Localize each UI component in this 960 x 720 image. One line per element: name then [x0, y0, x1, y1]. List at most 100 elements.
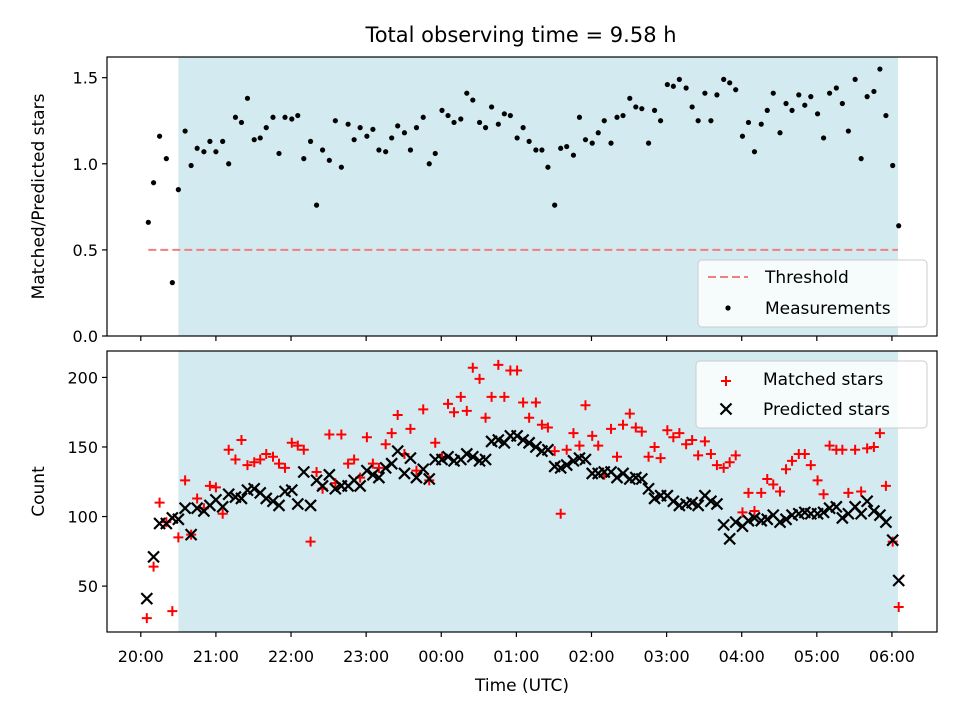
measurement-point: [576, 114, 583, 120]
measurement-point: [514, 135, 520, 141]
matched-stars-point: [799, 448, 810, 459]
x-tick-label: 05:00: [794, 647, 840, 666]
measurement-point: [420, 114, 426, 120]
matched-stars-point: [524, 412, 535, 423]
matched-stars-point: [824, 440, 835, 451]
measurement-point: [526, 138, 532, 144]
matched-stars-point: [154, 497, 165, 508]
measurement-point: [270, 114, 276, 120]
measurement-point: [783, 100, 789, 107]
matched-stars-point: [612, 451, 623, 462]
measurement-point: [664, 81, 670, 88]
matched-stars-point: [530, 397, 541, 408]
measurement-point: [301, 156, 307, 162]
matched-stars-point: [217, 508, 228, 519]
predicted-stars-point: [867, 504, 881, 518]
measurement-point: [777, 130, 783, 136]
measurement-point: [789, 107, 795, 113]
measurement-point: [558, 145, 564, 151]
predicted-stars-point: [748, 511, 761, 525]
matched-stars-point: [286, 437, 297, 448]
matched-stars-point: [561, 444, 572, 455]
measurement-point: [188, 162, 194, 169]
measurement-point: [770, 90, 776, 96]
matched-stars-point: [148, 561, 159, 572]
measurement-point: [727, 80, 733, 86]
predicted-stars-point: [886, 533, 899, 547]
matched-stars-point: [361, 432, 372, 443]
measurement-point: [432, 150, 438, 157]
predicted-stars-point: [140, 592, 154, 605]
measurement-point: [488, 104, 495, 110]
predicted-stars-point: [635, 472, 649, 486]
matched-stars-point: [636, 426, 647, 437]
matched-stars-point: [737, 507, 748, 518]
measurement-point: [251, 137, 257, 143]
legend-threshold-label: Threshold: [764, 268, 849, 288]
legend-bottom: Matched stars Predicted stars: [695, 360, 928, 429]
matched-stars-point: [693, 450, 704, 461]
measurement-point: [319, 147, 326, 153]
matched-stars-point: [705, 448, 716, 459]
measurement-point: [482, 125, 489, 131]
matched-stars-point: [380, 439, 391, 450]
predicted-stars-point: [404, 451, 417, 465]
matched-stars-point: [542, 422, 553, 433]
matched-stars-point: [718, 462, 729, 473]
measurement-point: [745, 119, 752, 126]
matched-stars-point: [518, 397, 529, 408]
measurement-point: [150, 180, 157, 186]
legend-box: [697, 259, 928, 328]
matched-stars-point: [768, 479, 779, 490]
x-tick-label: 21:00: [193, 647, 239, 666]
measurement-point: [620, 112, 626, 119]
predicted-stars-point: [222, 488, 235, 501]
measurement-point: [639, 106, 645, 112]
predicted-stars-point: [860, 494, 874, 508]
matched-stars-point: [343, 458, 354, 469]
measurement-point: [263, 125, 269, 131]
matched-stars-point: [787, 455, 798, 466]
predicted-stars-point: [285, 483, 299, 497]
matched-stars-point: [474, 373, 485, 384]
measurement-point: [570, 152, 577, 158]
matched-stars-point: [555, 508, 566, 519]
predicted-stars-point: [441, 450, 455, 464]
matched-stars-point: [486, 391, 497, 402]
measurement-point: [307, 138, 314, 144]
matched-stars-point: [430, 437, 441, 448]
predicted-stars-point: [247, 482, 261, 495]
matched-stars-point: [512, 365, 523, 376]
legend-matched-swatch: [721, 376, 731, 386]
x-tick-label: 23:00: [343, 647, 389, 666]
matched-stars-point: [236, 435, 247, 446]
measurement-point: [896, 223, 902, 229]
measurement-point: [608, 140, 614, 146]
measurement-point: [627, 95, 633, 101]
measurement-point: [545, 164, 551, 170]
axes-frame: [106, 56, 938, 337]
measurement-point: [814, 111, 821, 117]
measurement-point: [395, 123, 401, 129]
predicted-stars-point: [717, 518, 730, 532]
x-tick-label: 02:00: [568, 647, 614, 666]
matched-stars-point: [405, 423, 416, 434]
matched-stars-point: [204, 480, 215, 491]
predicted-stars-point: [416, 462, 430, 476]
predicted-stars-point: [385, 457, 398, 470]
predicted-stars-point: [854, 507, 868, 521]
measurement-point: [651, 107, 658, 113]
measurement-point: [257, 135, 263, 141]
matched-stars-point: [173, 532, 184, 543]
legend-box: [695, 360, 928, 429]
matched-stars-point: [711, 460, 722, 471]
measurement-point: [470, 97, 476, 103]
x-tick-label: 03:00: [644, 647, 690, 666]
measurement-point: [645, 140, 652, 146]
legend-measurements-swatch: [725, 305, 731, 311]
series-measurements: [145, 66, 902, 286]
measurement-point: [683, 85, 689, 91]
matched-stars-point: [336, 429, 347, 440]
matched-stars-point: [324, 429, 335, 440]
